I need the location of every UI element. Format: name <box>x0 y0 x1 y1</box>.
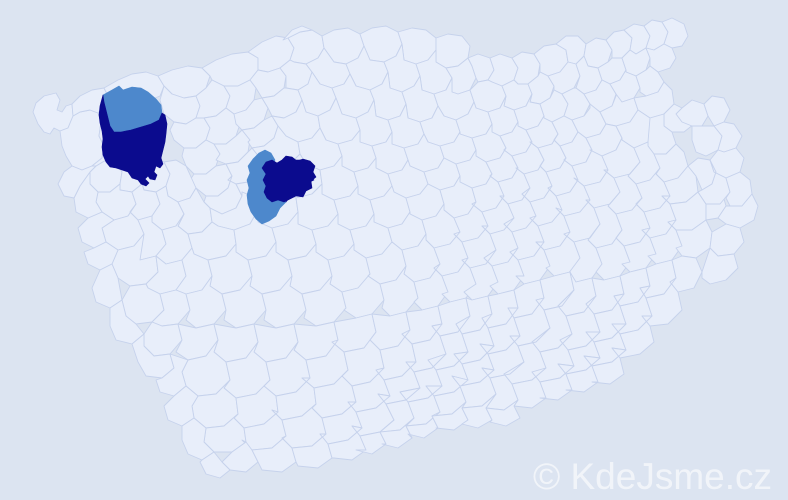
district[interactable] <box>233 97 269 131</box>
district[interactable] <box>591 347 627 385</box>
district[interactable] <box>661 17 689 49</box>
district[interactable] <box>697 159 731 205</box>
district[interactable] <box>155 353 189 397</box>
district-highlight-mlada-boleslav-main[interactable] <box>261 155 317 203</box>
district-layer-base <box>32 17 759 479</box>
district[interactable] <box>561 87 591 121</box>
district-layer-highlight-level2 <box>98 94 317 203</box>
district[interactable] <box>485 399 521 427</box>
district[interactable] <box>717 193 759 229</box>
district[interactable] <box>703 95 731 127</box>
district[interactable] <box>249 67 287 99</box>
district[interactable] <box>547 61 581 95</box>
district[interactable] <box>32 92 74 135</box>
district[interactable] <box>669 255 703 293</box>
district[interactable] <box>675 219 713 259</box>
district[interactable] <box>91 263 123 309</box>
district[interactable] <box>282 25 313 41</box>
district-highlight-chomutov[interactable] <box>98 94 168 187</box>
district[interactable] <box>701 247 739 285</box>
district[interactable] <box>709 223 745 257</box>
district[interactable] <box>645 43 677 73</box>
district[interactable] <box>83 241 119 271</box>
district[interactable] <box>199 451 231 479</box>
